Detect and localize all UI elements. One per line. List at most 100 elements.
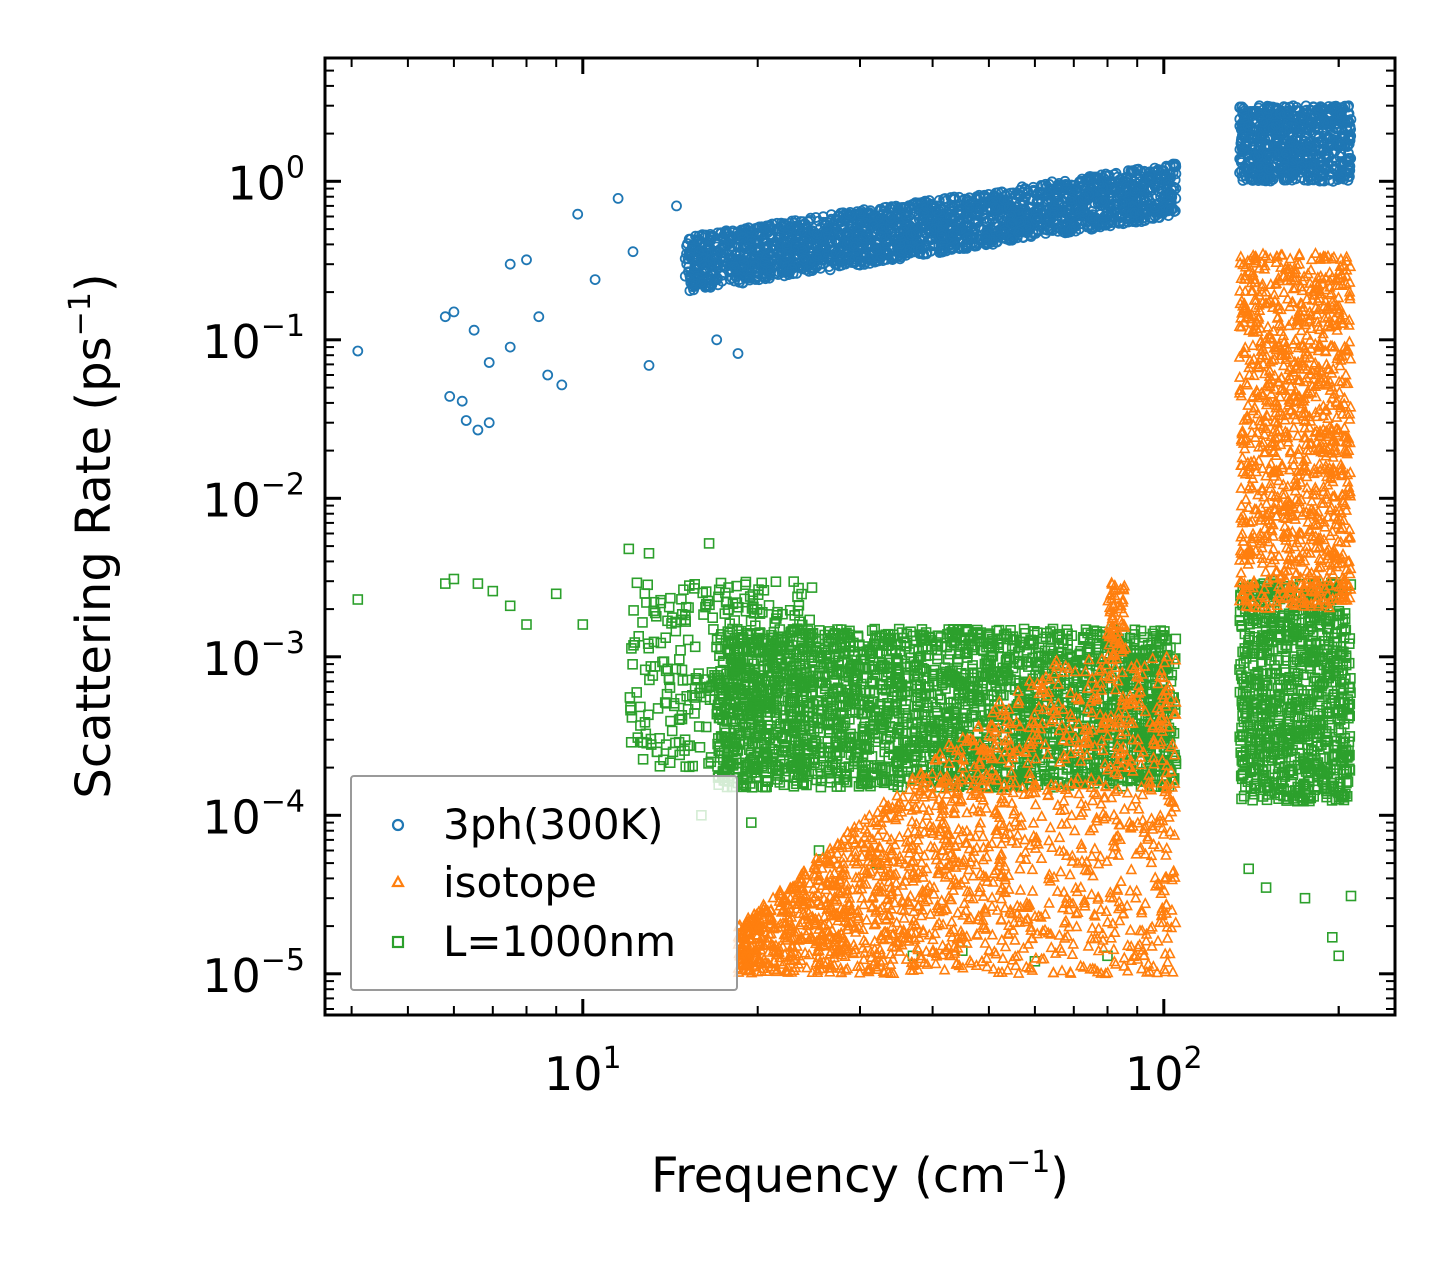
data-point-l1000nm (1137, 637, 1148, 649)
data-point-l1000nm (1333, 950, 1344, 962)
data-point-l1000nm (626, 643, 637, 654)
data-point-l1000nm (759, 651, 771, 662)
data-point-l1000nm (740, 579, 751, 591)
data-point-l1000nm (670, 616, 682, 628)
data-point-l1000nm (702, 595, 714, 607)
data-point-l1000nm (700, 601, 711, 613)
data-point-isotope (1053, 831, 1066, 843)
data-point-isotope (1108, 925, 1121, 938)
data-point-l1000nm (1243, 863, 1254, 875)
data-point-l1000nm (791, 652, 802, 664)
data-point-l1000nm (812, 768, 824, 780)
data-point-l1000nm (1345, 890, 1357, 902)
data-point-isotope (1161, 931, 1174, 943)
data-point-l1000nm (942, 654, 954, 665)
data-point-l1000nm (803, 652, 815, 663)
data-point-l1000nm (799, 678, 811, 690)
data-point-isotope (916, 817, 929, 829)
data-point-l1000nm (689, 708, 700, 719)
data-point-isotope (1039, 907, 1052, 919)
data-point-l1000nm (487, 585, 499, 597)
data-point-l1000nm (625, 704, 636, 716)
data-point-l1000nm (713, 672, 725, 684)
data-point-l1000nm (1299, 892, 1311, 904)
data-point-l1000nm (635, 701, 646, 713)
data-point-l1000nm (797, 644, 809, 656)
data-point-l1000nm (631, 577, 643, 589)
data-point-l1000nm (880, 763, 891, 774)
data-point-l1000nm (841, 776, 853, 788)
data-point-l1000nm (448, 573, 460, 585)
data-point-l1000nm (637, 753, 649, 765)
data-point-l1000nm (907, 717, 918, 729)
data-point-l1000nm (806, 582, 818, 593)
data-point-l1000nm (1007, 634, 1019, 646)
data-point-l1000nm (642, 579, 654, 591)
data-point-l1000nm (674, 749, 686, 761)
data-point-isotope (1056, 964, 1068, 976)
data-point-l1000nm (808, 725, 820, 737)
data-point-l1000nm (689, 683, 701, 694)
data-point-l1000nm (352, 594, 364, 605)
data-point-l1000nm (643, 642, 655, 654)
data-point-l1000nm (767, 763, 779, 774)
data-point-l1000nm (698, 609, 709, 620)
data-point-l1000nm (625, 736, 637, 748)
data-point-l1000nm (577, 619, 589, 630)
data-point-l1000nm (661, 697, 672, 709)
data-point-l1000nm (637, 737, 649, 748)
data-point-l1000nm (866, 751, 878, 762)
data-point-l1000nm (700, 721, 712, 733)
data-point-l1000nm (902, 686, 913, 697)
data-point-l1000nm (504, 600, 516, 612)
data-point-l1000nm (779, 771, 791, 783)
data-point-isotope (1135, 906, 1148, 918)
data-point-l1000nm (981, 641, 992, 653)
data-point-l1000nm (1260, 882, 1272, 893)
data-point-isotope (1118, 802, 1131, 814)
data-point-l1000nm (635, 720, 646, 731)
data-point-l1000nm (846, 660, 857, 671)
data-point-l1000nm (1165, 642, 1176, 653)
data-point-isotope (980, 850, 993, 862)
data-point-l1000nm (830, 641, 841, 652)
data-point-l1000nm (897, 716, 908, 728)
data-point-isotope (1125, 863, 1138, 875)
data-point-l1000nm (913, 707, 924, 719)
data-point-l1000nm (911, 659, 923, 671)
data-point-l1000nm (831, 683, 842, 695)
data-point-l1000nm (693, 721, 705, 732)
data-point-l1000nm (677, 675, 689, 686)
data-point-l1000nm (900, 710, 912, 721)
data-point-l1000nm (772, 606, 783, 618)
data-point-l1000nm (731, 597, 743, 608)
data-point-l1000nm (700, 598, 712, 610)
data-point-l1000nm (650, 610, 662, 622)
data-point-l1000nm (689, 641, 701, 653)
data-point-l1000nm (675, 644, 686, 656)
data-point-l1000nm (683, 580, 695, 591)
data-point-l1000nm (792, 605, 804, 617)
data-point-l1000nm (676, 608, 688, 620)
data-point-l1000nm (725, 638, 737, 649)
data-point-isotope (1075, 797, 1088, 809)
data-point-l1000nm (624, 692, 636, 703)
data-point-l1000nm (1025, 699, 1036, 711)
data-point-isotope (934, 810, 947, 822)
data-point-l1000nm (813, 705, 825, 716)
data-point-l1000nm (686, 689, 698, 701)
data-point-l1000nm (673, 714, 685, 726)
data-point-l1000nm (967, 663, 978, 675)
data-point-l1000nm (472, 578, 484, 589)
data-point-l1000nm (660, 739, 672, 750)
data-point-l1000nm (740, 576, 752, 588)
data-point-l1000nm (740, 726, 752, 738)
data-point-l1000nm (676, 664, 688, 676)
data-point-l1000nm (665, 715, 676, 727)
data-point-l1000nm (950, 713, 962, 725)
data-point-l1000nm (719, 608, 731, 619)
data-point-l1000nm (683, 761, 695, 773)
data-point-l1000nm (774, 624, 786, 635)
data-point-l1000nm (707, 612, 719, 624)
data-point-l1000nm (841, 627, 852, 639)
